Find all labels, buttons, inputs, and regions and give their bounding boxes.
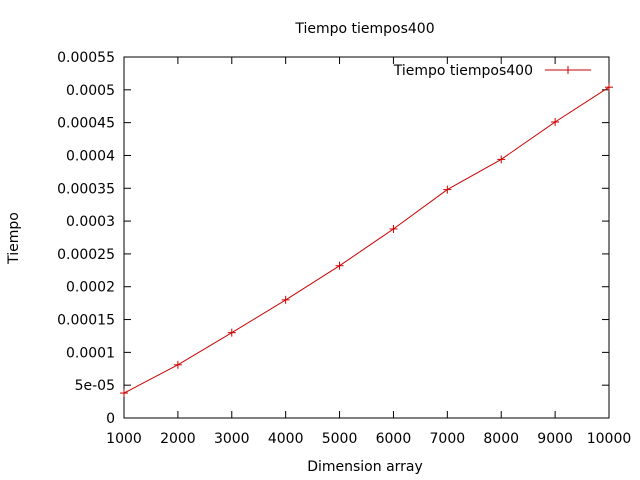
x-tick-label: 5000 <box>322 431 358 447</box>
legend-marker <box>564 66 572 74</box>
y-tick-label: 0.00035 <box>57 181 115 197</box>
y-tick-label: 0.0001 <box>66 345 115 361</box>
data-point-marker <box>389 224 398 233</box>
x-tick-label: 4000 <box>268 431 304 447</box>
data-point-marker <box>443 185 452 194</box>
y-tick-label: 0.00045 <box>57 116 115 132</box>
x-tick-label: 9000 <box>537 431 573 447</box>
x-tick-label: 6000 <box>376 431 412 447</box>
data-point-marker <box>120 389 128 398</box>
data-point-marker <box>335 261 344 270</box>
data-point-marker <box>173 360 182 369</box>
chart-title: Tiempo tiempos400 <box>294 21 434 37</box>
x-axis: 1000 2000 3000 4000 5000 6000 7000 8000 9000 1000… <box>106 57 631 447</box>
y-axis-label: Tiempo <box>6 212 22 265</box>
data-point-marker <box>605 83 613 92</box>
legend: Tiempo tiempos400 <box>393 63 591 79</box>
x-axis-label: Dimension array <box>307 459 423 475</box>
y-tick-label: 0.0004 <box>66 148 115 164</box>
y-tick-label: 0.0003 <box>66 214 115 230</box>
y-axis: 0 5e-05 0.0001 0.00015 0.0002 0.00025 0.0003 0.… <box>57 50 609 427</box>
y-tick-label: 0.0005 <box>66 83 115 99</box>
legend-label: Tiempo tiempos400 <box>393 63 533 79</box>
x-tick-label: 7000 <box>430 431 466 447</box>
x-tick-label: 2000 <box>160 431 196 447</box>
x-tick-label: 3000 <box>214 431 250 447</box>
y-tick-label: 0.00025 <box>57 247 115 263</box>
plot-area-border <box>123 56 610 419</box>
series-line <box>123 86 610 394</box>
y-tick-label: 0 <box>106 411 115 427</box>
series-layer <box>120 83 613 398</box>
y-tick-label: 0.00055 <box>57 50 115 66</box>
data-point-marker <box>551 117 560 126</box>
x-tick-label: 1000 <box>106 431 142 447</box>
data-point-marker <box>227 328 236 337</box>
x-tick-label: 8000 <box>483 431 519 447</box>
y-tick-label: 0.00015 <box>57 313 115 329</box>
data-point-marker <box>497 155 506 164</box>
data-point-marker <box>281 295 290 304</box>
y-tick-label: 0.0002 <box>66 280 115 296</box>
x-tick-label: 10000 <box>587 431 632 447</box>
y-tick-label: 5e-05 <box>75 378 115 394</box>
